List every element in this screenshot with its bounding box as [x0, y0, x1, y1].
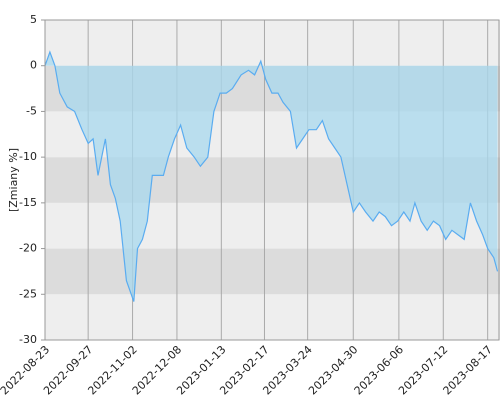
- y-tick-label: -20: [19, 242, 37, 255]
- band: [45, 248, 500, 295]
- y-tick-label: -5: [26, 104, 37, 117]
- y-tick-label: -10: [19, 150, 37, 163]
- y-tick-label: 0: [30, 59, 37, 72]
- area-fill: [45, 52, 498, 302]
- plot-frame: [44, 19, 500, 341]
- y-axis-label: [Zmiany %]: [7, 148, 20, 212]
- line: [44, 50, 499, 302]
- y-tick-label: -30: [19, 333, 37, 346]
- y-tick-label: -25: [19, 287, 37, 300]
- band: [45, 294, 500, 340]
- y-tick-label: -15: [19, 196, 37, 209]
- y-tick-label: 5: [30, 13, 37, 26]
- band: [45, 20, 500, 66]
